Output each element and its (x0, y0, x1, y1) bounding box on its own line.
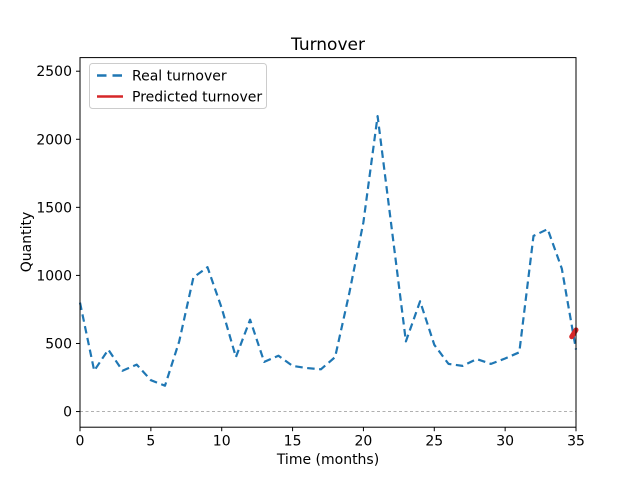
legend-box (89, 63, 267, 109)
y-axis-label: Quantity (19, 212, 35, 273)
predicted-turnover-line (569, 327, 579, 340)
real-turnover-line (78, 115, 578, 387)
x-tick-label: 15 (284, 434, 302, 450)
y-tick-label: 0 (63, 405, 72, 421)
x-tick-label: 20 (355, 434, 373, 450)
x-tick-label: 35 (567, 434, 585, 450)
legend: Real turnover Predicted turnover (89, 63, 267, 109)
x-tick-label: 0 (76, 434, 85, 450)
legend-real-turnover-label: Real turnover (132, 69, 227, 85)
y-tick-label: 2500 (36, 64, 72, 80)
series-lines (78, 115, 579, 387)
x-tick-label: 5 (146, 434, 155, 450)
y-tick-label: 500 (45, 336, 72, 352)
plot-area (80, 57, 576, 428)
x-axis-label: Time (months) (276, 452, 379, 468)
y-tick-label: 1500 (36, 200, 72, 216)
x-tick-label: 10 (213, 434, 231, 450)
axis-ticks (76, 70, 577, 432)
legend-predicted-turnover-label: Predicted turnover (132, 90, 262, 106)
axis-tick-labels: 0 5 10 15 20 25 30 35 0 500 1000 1500 2000 2500 (36, 64, 585, 449)
chart-title: Turnover (290, 35, 365, 55)
y-tick-label: 2000 (36, 132, 72, 148)
x-tick-label: 25 (425, 434, 443, 450)
y-tick-label: 1000 (36, 268, 72, 284)
axes-spines (79, 57, 577, 428)
x-tick-label: 30 (496, 434, 514, 450)
